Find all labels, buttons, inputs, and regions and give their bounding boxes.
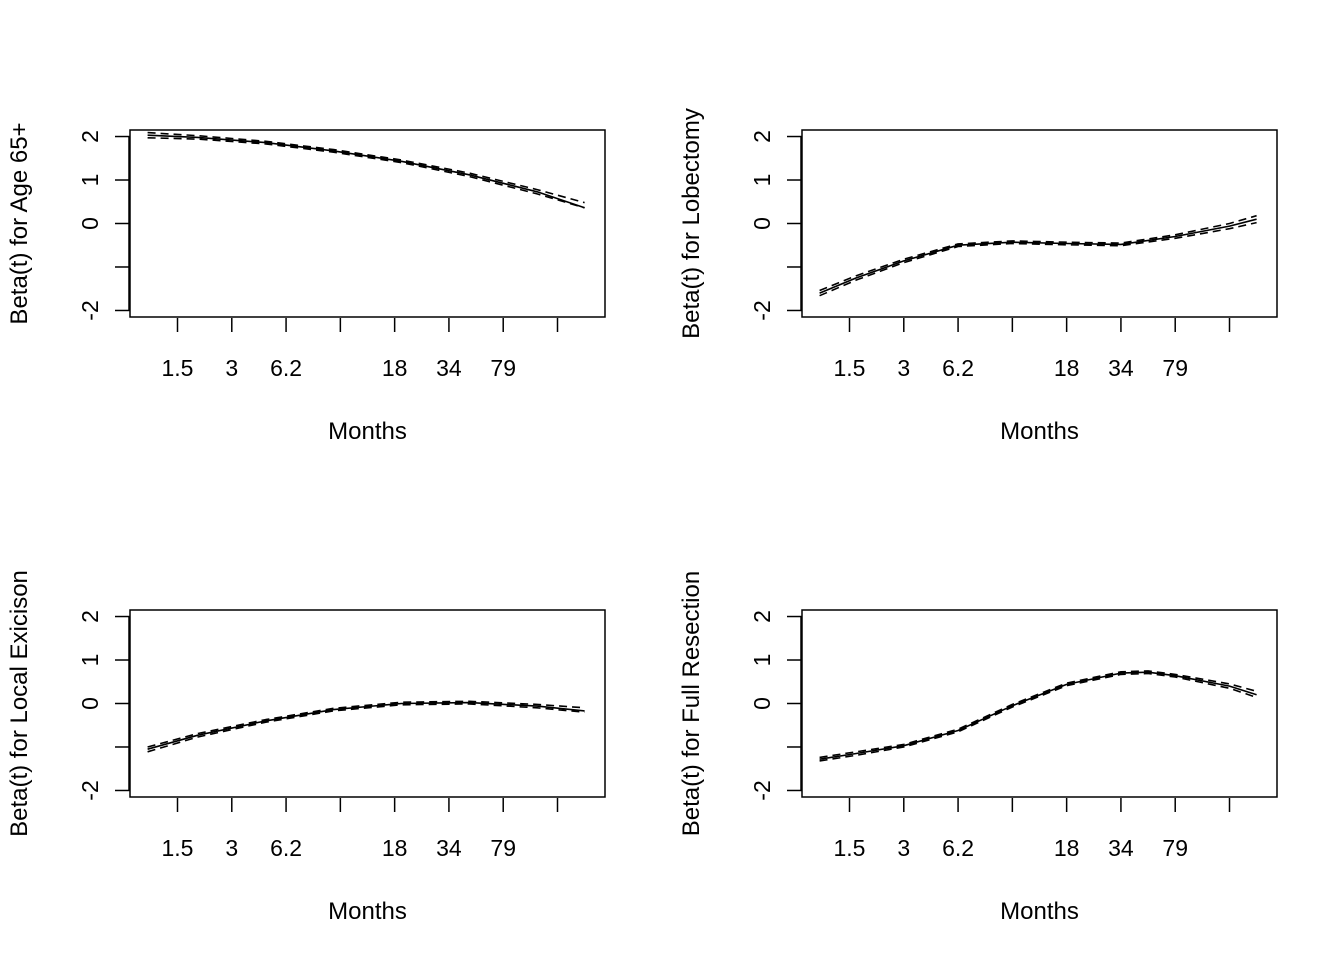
- x-tick-label: 18: [382, 355, 408, 381]
- x-tick-label: 3: [225, 355, 238, 381]
- x-tick-label: 3: [897, 835, 910, 861]
- x-tick-label: 3: [897, 355, 910, 381]
- chart-panel-3: 1.5 3 6.2 18 34 79 2 1 0 -2 Months Beta(t) for Loca…: [6, 570, 606, 925]
- y-axis-title: Beta(t) for Age 65+: [6, 122, 33, 324]
- x-tick-label: 79: [1162, 835, 1188, 861]
- x-tick-label: 1.5: [834, 835, 866, 861]
- x-tick-label: 34: [1108, 835, 1134, 861]
- x-axis-title: Months: [328, 418, 407, 445]
- x-tick-label: 1.5: [162, 355, 194, 381]
- x-tick-label: 6.2: [942, 835, 974, 861]
- y-tick-label: 1: [77, 174, 103, 187]
- x-tick-label: 34: [436, 835, 462, 861]
- series-line-lower: [147, 137, 585, 209]
- series-line-estimate: [819, 218, 1257, 294]
- series-line-estimate: [819, 671, 1257, 760]
- series-line-lower: [147, 703, 585, 753]
- y-tick-label: 2: [77, 130, 103, 143]
- x-tick-label: 6.2: [270, 835, 302, 861]
- x-axis-title: Months: [328, 898, 407, 925]
- y-tick-label: 1: [749, 174, 775, 187]
- y-tick-label: 0: [77, 217, 103, 230]
- y-tick-label: -2: [77, 780, 103, 800]
- chart-panel-1: 1.5 3 6.2 18 34 79 2 1 0 -2 Months Beta(t) for Age …: [6, 122, 606, 445]
- x-tick-label: 3: [225, 835, 238, 861]
- y-tick-label: -2: [749, 780, 775, 800]
- y-tick-label: 2: [77, 610, 103, 623]
- chart-panel-4: 1.5 3 6.2 18 34 79 2 1 0 -2 Months Beta(t) for Full…: [678, 571, 1278, 925]
- y-tick-label: 0: [749, 697, 775, 710]
- x-axis-title: Months: [1000, 418, 1079, 445]
- series-line-upper: [147, 131, 585, 204]
- y-axis-title: Beta(t) for Full Resection: [678, 571, 705, 836]
- y-tick-label: 0: [77, 697, 103, 710]
- series-line-lower: [819, 672, 1257, 762]
- x-tick-label: 34: [1108, 355, 1134, 381]
- series-line-estimate: [147, 134, 585, 209]
- y-axis-title: Beta(t) for Local Exicison: [6, 570, 33, 837]
- x-tick-label: 18: [1054, 355, 1080, 381]
- series-line-upper: [819, 670, 1257, 759]
- x-tick-label: 18: [382, 835, 408, 861]
- plot-frame: [801, 129, 1278, 318]
- x-tick-label: 6.2: [270, 355, 302, 381]
- series-line-upper: [147, 700, 585, 748]
- y-axis-title: Beta(t) for Lobectomy: [678, 108, 705, 339]
- x-tick-label: 34: [436, 355, 462, 381]
- series-line-lower: [819, 221, 1257, 297]
- x-tick-label: 79: [1162, 355, 1188, 381]
- y-tick-label: -2: [749, 300, 775, 320]
- plot-frame: [801, 609, 1278, 798]
- x-tick-label: 18: [1054, 835, 1080, 861]
- x-axis-title: Months: [1000, 898, 1079, 925]
- y-tick-label: 2: [749, 610, 775, 623]
- x-tick-label: 6.2: [942, 355, 974, 381]
- series-line-upper: [819, 214, 1257, 292]
- y-tick-label: 1: [77, 654, 103, 667]
- y-tick-label: -2: [77, 300, 103, 320]
- x-tick-label: 79: [490, 835, 516, 861]
- x-tick-label: 1.5: [834, 355, 866, 381]
- y-tick-label: 1: [749, 654, 775, 667]
- x-tick-label: 1.5: [162, 835, 194, 861]
- y-tick-label: 0: [749, 217, 775, 230]
- chart-panel-2: 1.5 3 6.2 18 34 79 2 1 0 -2 Months Beta(t) for Lobe…: [678, 108, 1278, 445]
- x-tick-label: 79: [490, 355, 516, 381]
- y-tick-label: 2: [749, 130, 775, 143]
- series-line-estimate: [147, 701, 585, 750]
